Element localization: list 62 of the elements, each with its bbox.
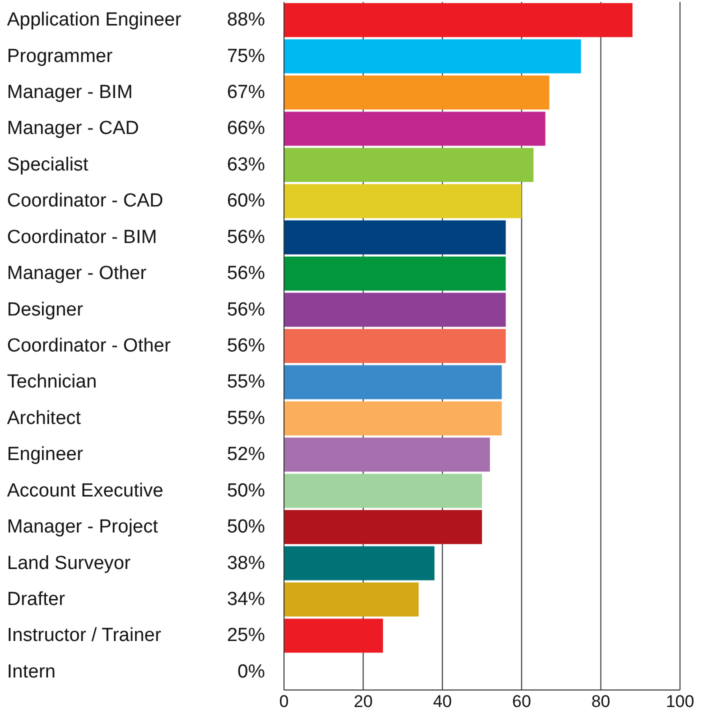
y-tick-label: Programmer	[7, 46, 114, 67]
data-label: 55%	[226, 372, 266, 393]
y-tick-label: Engineer	[7, 444, 84, 466]
data-label: 52%	[226, 444, 266, 466]
bar	[284, 292, 506, 327]
data-label: 75%	[226, 46, 266, 67]
bar	[284, 618, 383, 653]
y-tick-label: Coordinator - BIM	[7, 226, 157, 248]
y-tick-label: Coordinator - Other	[7, 336, 172, 356]
y-tick-label: Drafter	[7, 588, 66, 610]
x-tick-label: 100	[666, 692, 694, 711]
data-label: 34%	[226, 588, 266, 610]
data-label: 88%	[226, 10, 266, 31]
data-label: 56%	[226, 226, 266, 248]
bar	[284, 112, 546, 146]
bar	[284, 148, 534, 182]
data-label: 56%	[226, 336, 266, 356]
y-tick-label: Land Surveyor	[7, 552, 132, 574]
data-label: 50%	[226, 480, 266, 502]
data-label: 50%	[226, 516, 266, 538]
bar	[284, 184, 522, 218]
y-tick-label: Manager - CAD	[7, 118, 139, 140]
x-tick-label: 80	[591, 692, 610, 711]
data-label: 56%	[226, 263, 266, 284]
x-tick-label: 40	[432, 692, 452, 711]
data-label: 25%	[226, 625, 266, 646]
data-label: 66%	[226, 118, 266, 140]
x-tick-label: 0	[279, 692, 289, 711]
bar	[284, 256, 506, 291]
bar	[284, 474, 482, 508]
data-label: 56%	[226, 299, 266, 320]
data-label: 63%	[226, 154, 266, 176]
y-tick-label: Application Engineer	[7, 10, 182, 31]
bar	[284, 3, 632, 38]
y-tick-label: Manager - Project	[7, 516, 159, 538]
bar	[284, 546, 434, 580]
bar	[284, 39, 581, 74]
y-tick-label: Designer	[7, 299, 84, 320]
x-tick-label: 20	[354, 692, 373, 711]
x-tick-label: 60	[512, 692, 532, 711]
y-tick-label: Account Executive	[7, 480, 164, 502]
y-tick-label: Manager - BIM	[7, 82, 133, 104]
y-tick-label: Architect	[7, 408, 82, 429]
data-label: 60%	[226, 190, 266, 212]
bar	[284, 510, 482, 544]
y-tick-label: Intern	[7, 661, 56, 682]
bar	[284, 401, 502, 436]
y-tick-label: Coordinator - CAD	[7, 190, 164, 212]
y-tick-label: Specialist	[7, 154, 90, 176]
bar	[284, 220, 506, 254]
bar	[284, 438, 490, 472]
data-label: 0%	[238, 661, 266, 682]
bar	[284, 582, 419, 616]
bar	[284, 328, 506, 364]
data-label: 55%	[226, 408, 266, 429]
y-tick-label: Instructor / Trainer	[7, 625, 162, 646]
bar	[284, 76, 550, 110]
y-tick-label: Manager - Other	[7, 263, 148, 284]
bar	[284, 365, 502, 400]
y-tick-label: Technician	[7, 372, 97, 393]
data-label: 38%	[226, 552, 266, 574]
data-label: 67%	[226, 82, 266, 104]
